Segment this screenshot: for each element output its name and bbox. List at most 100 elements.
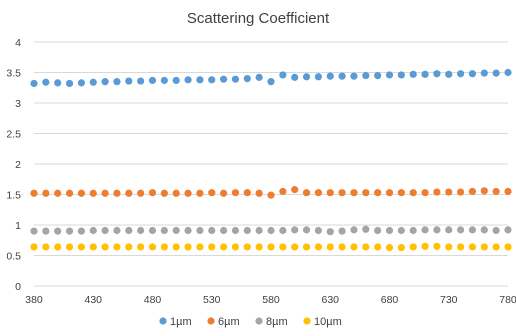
data-point [362, 71, 370, 80]
legend[interactable]: 1µm 6µm 8µm 10µm [159, 316, 342, 328]
data-point [314, 189, 322, 197]
x-tick-label: 630 [321, 294, 339, 306]
data-point [291, 73, 299, 81]
data-point [65, 227, 74, 235]
data-point [42, 243, 50, 251]
data-point [445, 188, 453, 196]
x-tick-label: 480 [144, 294, 162, 306]
data-point [445, 70, 453, 78]
data-point [397, 226, 405, 235]
legend-item[interactable]: 1µm [159, 316, 192, 328]
data-point [504, 243, 512, 251]
data-point [77, 227, 85, 235]
data-point [409, 243, 417, 251]
data-point [65, 189, 74, 197]
data-point [184, 189, 192, 197]
data-point [89, 226, 97, 235]
data-point [385, 243, 394, 252]
data-point [338, 189, 346, 197]
data-point [172, 243, 180, 251]
data-point [279, 187, 287, 196]
legend-item[interactable]: 8µm [255, 316, 288, 328]
x-tick-label: 580 [262, 294, 280, 306]
data-point [385, 71, 394, 79]
data-point [314, 73, 322, 81]
data-point [220, 189, 228, 197]
legend-label: 1µm [170, 316, 192, 328]
x-tick-label: 730 [440, 294, 458, 306]
data-point [291, 243, 299, 251]
data-point [42, 227, 50, 235]
data-point [480, 69, 488, 77]
data-point [504, 226, 512, 234]
legend-marker [207, 317, 215, 325]
x-tick-label: 380 [25, 294, 43, 306]
data-point [160, 226, 168, 235]
x-tick-label: 430 [84, 294, 102, 306]
y-tick-label: 3 [15, 98, 21, 110]
data-point [172, 226, 180, 235]
data-point [54, 79, 62, 87]
data-point [480, 243, 488, 251]
data-point [326, 228, 334, 236]
data-point [374, 71, 382, 80]
data-point [267, 191, 275, 199]
data-point [302, 243, 311, 251]
data-point [30, 79, 38, 88]
data-point [326, 243, 334, 251]
data-point [492, 69, 500, 77]
data-point [362, 243, 370, 251]
data-point [89, 189, 97, 197]
x-axis-ticks: 380 430 480 530 580 630 680 730 780 [25, 294, 516, 306]
data-point [267, 226, 275, 235]
series-2 [30, 225, 512, 236]
data-point [113, 189, 121, 197]
data-point [255, 189, 263, 197]
data-point [160, 243, 168, 251]
data-point [137, 189, 145, 197]
series-0 [30, 68, 512, 88]
data-point [54, 227, 62, 235]
data-point [492, 243, 500, 251]
data-point [338, 72, 346, 80]
data-point [148, 243, 157, 251]
data-point [42, 78, 50, 86]
data-point [196, 189, 204, 197]
data-point [468, 187, 477, 196]
data-point [113, 78, 121, 86]
chart-title: Scattering Coefficient [187, 10, 330, 27]
data-point [196, 243, 204, 251]
data-point [362, 225, 370, 233]
legend-item[interactable]: 10µm [303, 316, 342, 328]
data-point [468, 226, 477, 234]
data-point [196, 76, 204, 84]
series-3 [30, 242, 512, 252]
data-point [255, 243, 263, 251]
data-point [409, 189, 417, 197]
legend-marker [255, 317, 263, 325]
data-point [457, 188, 465, 196]
data-point [421, 189, 429, 197]
y-tick-label: 0.5 [6, 251, 21, 263]
y-tick-label: 3.5 [6, 68, 21, 80]
data-point [137, 77, 145, 85]
data-point [54, 243, 62, 251]
data-point [89, 243, 97, 251]
y-tick-label: 1.5 [6, 190, 21, 202]
data-point [267, 78, 275, 86]
data-point [338, 243, 346, 251]
data-point [397, 189, 405, 197]
data-point [160, 76, 168, 85]
data-point [338, 227, 346, 235]
data-point [279, 71, 287, 79]
data-point [172, 76, 180, 85]
data-point [397, 243, 405, 252]
y-tick-label: 4 [15, 37, 21, 49]
data-point [457, 70, 465, 78]
data-point [480, 187, 488, 195]
data-point [231, 243, 240, 251]
data-point [65, 243, 74, 251]
legend-item[interactable]: 6µm [207, 316, 240, 328]
data-point [385, 226, 394, 235]
